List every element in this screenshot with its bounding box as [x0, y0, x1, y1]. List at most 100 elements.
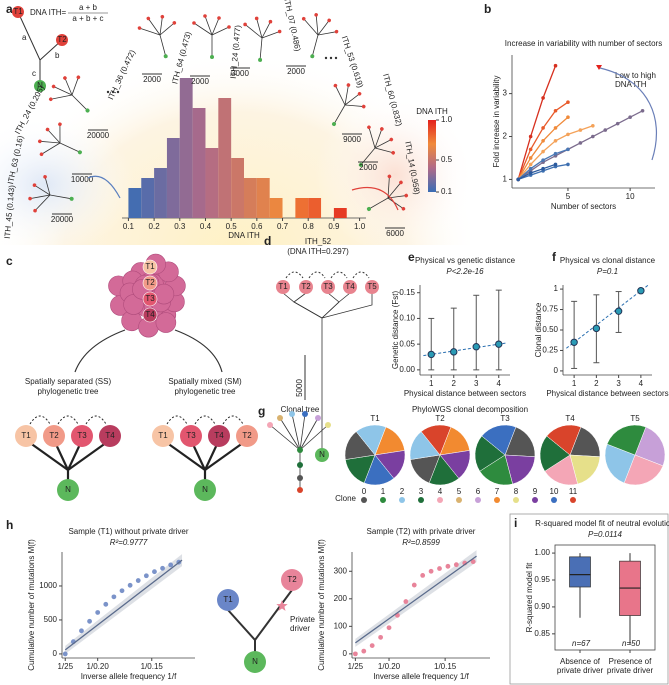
- tip-node: [48, 97, 53, 102]
- legend-label: 5: [457, 487, 462, 496]
- sector-node: [142, 259, 158, 275]
- clone-region: [606, 424, 647, 456]
- chart-subtitle: R²=0.8599: [402, 538, 440, 547]
- clone-region: [504, 454, 536, 485]
- tree-subtitle: (DNA ITH=0.297): [287, 247, 349, 256]
- clone-node: [297, 487, 303, 493]
- clone-region: [569, 426, 601, 457]
- root-node: [258, 57, 263, 62]
- tree-title: ITH_52: [305, 237, 332, 246]
- clone-region: [569, 454, 601, 485]
- colorbar-tick-label: 1.0: [441, 115, 453, 124]
- legend-swatch: [437, 497, 443, 503]
- x-tick-label: 0.8: [303, 222, 315, 231]
- tree-trunk: [49, 194, 72, 200]
- series-point: [541, 139, 545, 143]
- point: [453, 562, 459, 568]
- x-tick-label: 1: [572, 379, 577, 388]
- tree-branch: [53, 86, 73, 96]
- point: [570, 338, 578, 346]
- tree-branch: [211, 17, 220, 36]
- root-node: [77, 150, 82, 155]
- y-tick-label: 0.15: [399, 288, 415, 297]
- point: [470, 559, 476, 565]
- x-tick-label: 4: [639, 379, 644, 388]
- root-label: N: [202, 485, 208, 494]
- legend-swatch: [570, 497, 576, 503]
- point: [445, 563, 451, 569]
- tree-branch: [387, 176, 390, 199]
- tip-node: [217, 16, 221, 20]
- series-point: [553, 139, 558, 143]
- legend-swatch: [551, 497, 557, 503]
- clone-region: [604, 443, 636, 484]
- ellipsis-dot: [106, 90, 110, 94]
- tip-node: [254, 16, 259, 21]
- series-point: [566, 147, 570, 152]
- tree-branch: [261, 21, 271, 39]
- tip-node: [277, 29, 282, 34]
- ellipsis-dot: [324, 56, 328, 60]
- x-tick-label: 0.1: [123, 222, 135, 231]
- x-tick-label: 1/0.15: [141, 662, 164, 671]
- y-tick-label: 0.25: [542, 346, 558, 355]
- tree-branch: [204, 439, 248, 471]
- histogram-bar: [256, 178, 270, 218]
- root-node: [163, 54, 168, 59]
- sample-label: T1: [370, 414, 380, 423]
- point: [472, 343, 480, 351]
- series-point: [603, 128, 608, 132]
- root-label: N: [37, 81, 43, 90]
- tip-node: [367, 125, 371, 130]
- series-point: [553, 126, 558, 130]
- legend-swatch: [475, 497, 481, 503]
- series-point: [528, 134, 533, 139]
- y-tick-label: 3: [503, 89, 508, 98]
- tree-branch: [139, 27, 161, 36]
- scale-label: 2000: [359, 163, 377, 172]
- ellipsis-dot: [111, 90, 115, 94]
- tree-glyph: [301, 13, 339, 59]
- driver-label: driver: [290, 624, 310, 633]
- series-line: [517, 110, 643, 180]
- y-tick-label: 2: [503, 132, 508, 141]
- point: [127, 582, 133, 588]
- histogram-bar: [205, 148, 219, 218]
- histogram-bar: [166, 138, 180, 218]
- tip-node: [380, 127, 384, 131]
- tree-branch: [41, 142, 61, 155]
- histogram-bar: [269, 198, 283, 218]
- tip-node: [192, 21, 196, 25]
- tree-branch: [204, 15, 213, 36]
- x-tick-label: 5: [566, 192, 571, 201]
- tree-branch: [344, 93, 360, 106]
- x-tick-label: 0.6: [251, 222, 263, 231]
- tip-node: [401, 206, 406, 211]
- series-point: [516, 177, 521, 182]
- tip-node: [63, 76, 67, 80]
- root-node: [194, 479, 216, 501]
- legend-swatch: [494, 497, 500, 503]
- x-tick-label: 1/0.20: [87, 662, 110, 671]
- migration-arrow: [352, 271, 370, 279]
- y-tick-label: 0: [554, 366, 559, 375]
- tip-node: [399, 180, 403, 185]
- root-node: [315, 448, 329, 462]
- x-tick-label: 10: [626, 192, 635, 201]
- clone-node: [315, 415, 321, 421]
- panel-letter: c: [6, 254, 13, 268]
- root-node: [244, 651, 266, 673]
- fit-band: [65, 554, 183, 654]
- annotation: DNA ITH: [615, 80, 647, 89]
- series-line: [517, 65, 557, 180]
- tree-branch: [315, 14, 319, 36]
- legend-label: 4: [438, 487, 443, 496]
- chart-title: R-squared model fit of neutral evolution: [535, 519, 669, 528]
- tip-node: [391, 150, 395, 155]
- series-point: [553, 63, 558, 68]
- tree-trunk: [311, 34, 319, 57]
- tip-label: T4: [345, 282, 355, 291]
- legend-swatch: [418, 497, 424, 503]
- tree-branch: [387, 197, 404, 210]
- clone-node: [277, 415, 283, 421]
